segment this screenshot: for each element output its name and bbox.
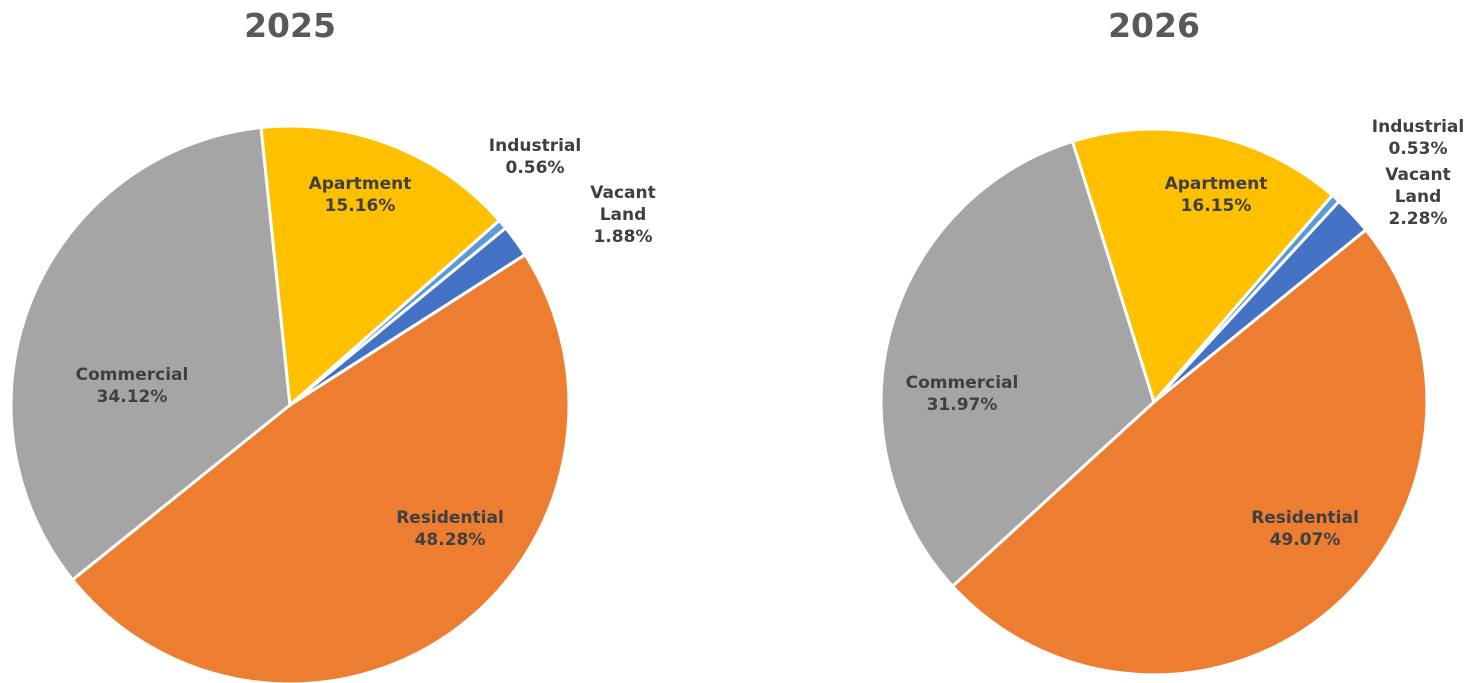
chart-title: 2026 bbox=[1108, 6, 1200, 45]
slice-name: Vacant bbox=[590, 183, 655, 203]
slice-value: 1.88% bbox=[594, 227, 653, 247]
pie-slice-commercial bbox=[879, 139, 1156, 588]
slice-value: 15.16% bbox=[325, 196, 396, 216]
data-label-vacant-land: Vacant Land 1.88% bbox=[590, 183, 655, 247]
data-label-industrial: Industrial 0.53% bbox=[1372, 117, 1464, 159]
slice-name: Commercial bbox=[906, 373, 1019, 393]
slice-name: Vacant bbox=[1385, 165, 1450, 185]
pie-chart-2025: 2025 Residential 48.28% Commercial 34.12% Ap… bbox=[9, 6, 656, 683]
pie-chart-2026: 2026 Residential 49.07% Commercial 31.97% Ap… bbox=[879, 6, 1464, 677]
pie-slice-apartment bbox=[1071, 127, 1334, 404]
slice-value: 16.15% bbox=[1181, 196, 1252, 216]
slice-name: Industrial bbox=[1372, 117, 1464, 137]
data-label-apartment: Apartment 15.16% bbox=[309, 174, 412, 216]
slice-value: 48.28% bbox=[415, 530, 486, 550]
data-label-vacant-land: Vacant Land 2.28% bbox=[1385, 165, 1450, 229]
slice-name: Commercial bbox=[76, 365, 189, 385]
data-label-commercial: Commercial 31.97% bbox=[906, 373, 1019, 415]
data-label-apartment: Apartment 16.15% bbox=[1165, 174, 1268, 216]
slice-value: 31.97% bbox=[927, 395, 998, 415]
pie-slice-residential bbox=[951, 228, 1429, 677]
slice-name: Apartment bbox=[309, 174, 412, 194]
slice-name: Land bbox=[600, 205, 647, 225]
pie-slice-vacant-land bbox=[1152, 199, 1368, 404]
slice-value: 49.07% bbox=[1270, 530, 1341, 550]
pie-slice-commercial bbox=[9, 126, 292, 582]
chart-title: 2025 bbox=[244, 6, 336, 45]
slice-name: Residential bbox=[1251, 508, 1359, 528]
slice-name: Apartment bbox=[1165, 174, 1268, 194]
slice-value: 34.12% bbox=[97, 387, 168, 407]
pie-slice-apartment bbox=[259, 124, 501, 407]
slice-value: 2.28% bbox=[1389, 209, 1448, 229]
slice-name: Residential bbox=[396, 508, 504, 528]
data-label-industrial: Industrial 0.56% bbox=[489, 136, 581, 178]
slice-name: Land bbox=[1395, 187, 1442, 207]
pie-slice-residential bbox=[71, 253, 571, 683]
slice-value: 0.56% bbox=[506, 158, 565, 178]
slice-name: Industrial bbox=[489, 136, 581, 156]
data-label-residential: Residential 49.07% bbox=[1251, 508, 1359, 550]
slice-value: 0.53% bbox=[1389, 139, 1448, 159]
data-label-residential: Residential 48.28% bbox=[396, 508, 504, 550]
data-label-commercial: Commercial 34.12% bbox=[76, 365, 189, 407]
pie-slice-vacant-land bbox=[288, 226, 527, 407]
